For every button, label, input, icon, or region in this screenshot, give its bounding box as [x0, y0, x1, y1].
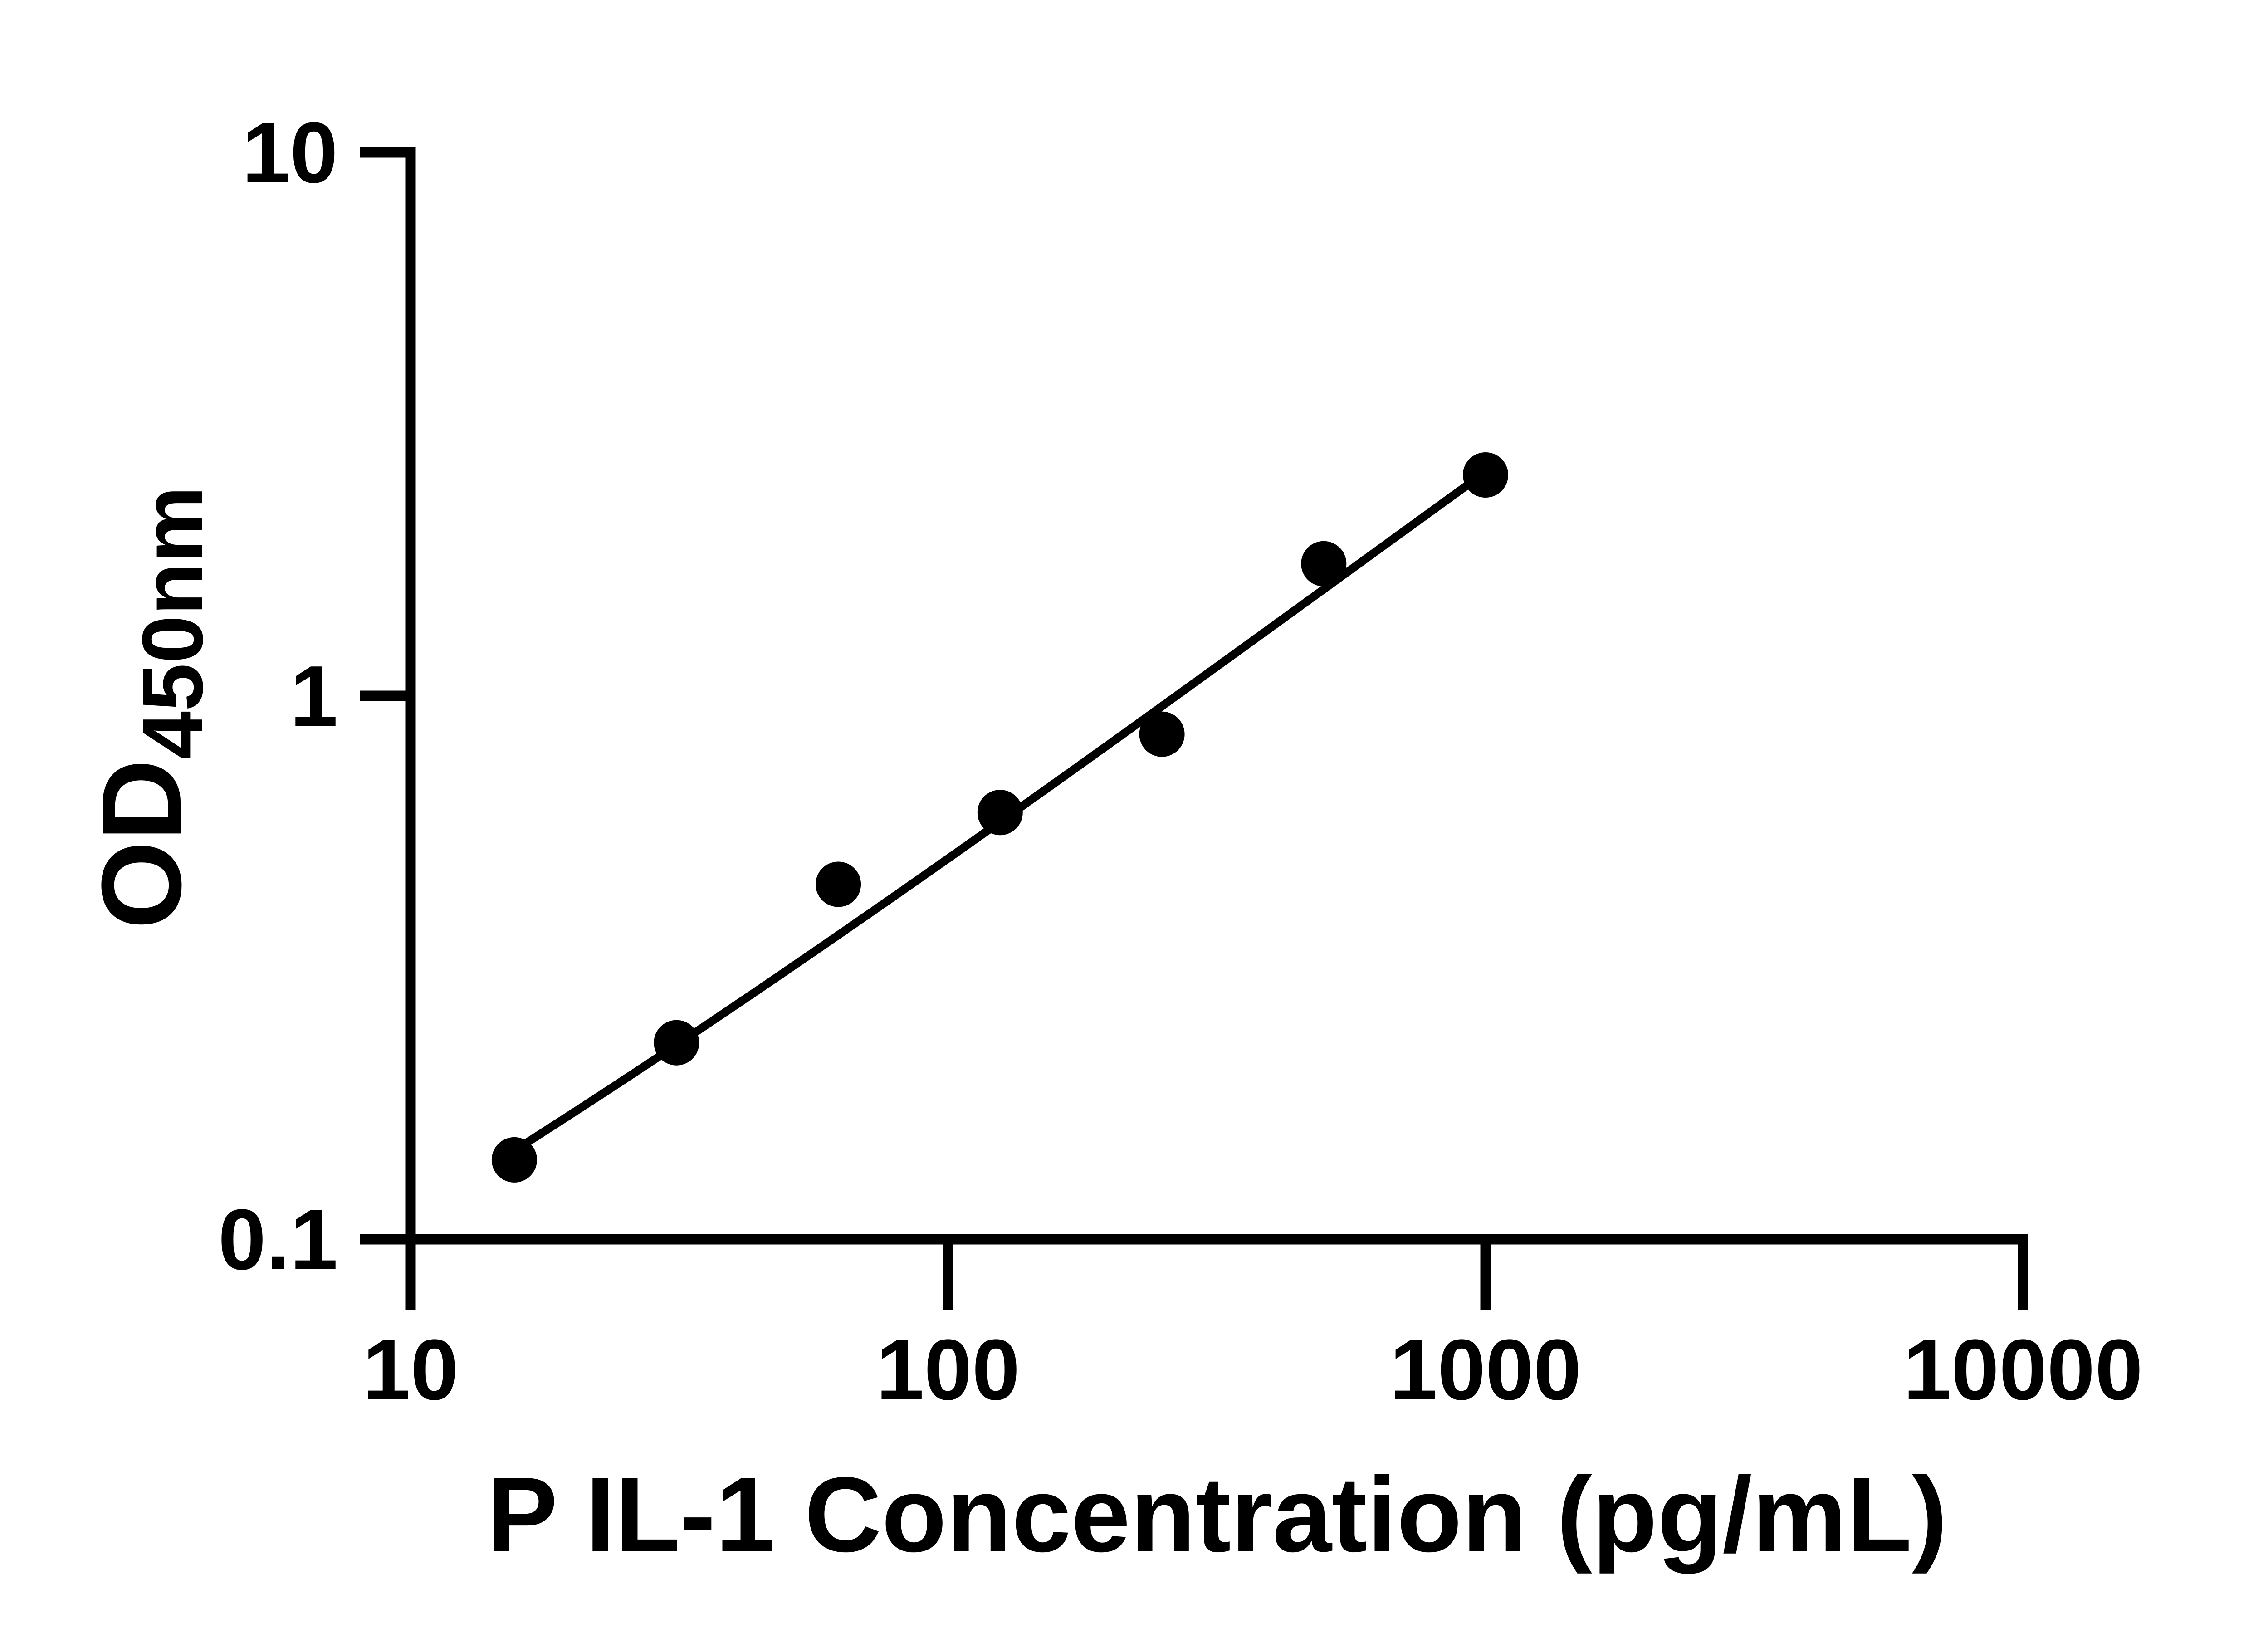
data-point [1301, 541, 1347, 587]
x-tick-label: 100 [876, 1322, 1020, 1418]
data-point [654, 1020, 699, 1066]
data-point [816, 861, 861, 907]
data-point [1139, 711, 1185, 757]
y-axis-title-subscript: 450nm [125, 486, 221, 759]
x-tick-label: 10000 [1903, 1322, 2143, 1418]
y-tick-label: 1 [290, 648, 338, 744]
y-axis-title-main: OD [78, 759, 205, 929]
y-axis-title: OD450nm [78, 486, 221, 929]
x-tick-label: 10 [362, 1322, 458, 1418]
data-point [1463, 452, 1508, 498]
y-tick-label: 0.1 [218, 1192, 338, 1288]
x-tick-label: 1000 [1390, 1322, 1582, 1418]
data-point [977, 790, 1023, 836]
x-axis-title: P IL-1 Concentration (pg/mL) [487, 1455, 1947, 1574]
axis-layer [360, 147, 2028, 1310]
data-point-layer [491, 452, 1508, 1183]
y-tick-label: 10 [242, 105, 338, 201]
data-point [491, 1137, 537, 1183]
